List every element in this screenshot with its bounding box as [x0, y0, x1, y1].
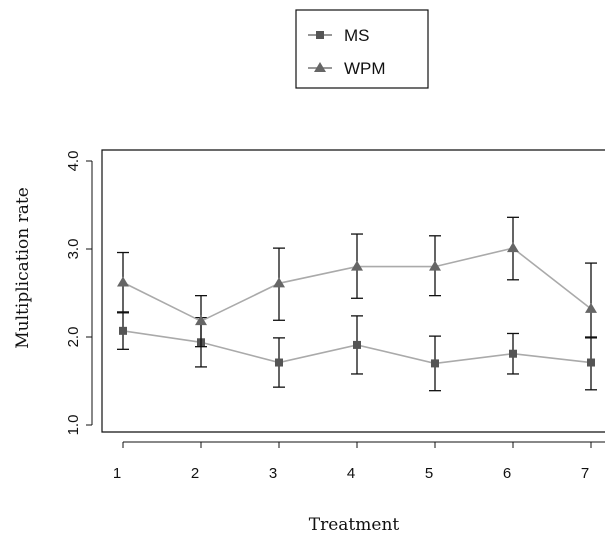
x-tick-label: 7 [581, 465, 589, 482]
series-ms [117, 311, 597, 392]
y-axis-title: Multiplication rate [13, 187, 33, 348]
legend-label: MS [344, 26, 370, 45]
y-tick-label: 2.0 [65, 327, 82, 348]
data-point [119, 326, 127, 335]
y-tick-label: 4.0 [65, 151, 82, 172]
x-tick-label: 5 [425, 465, 433, 482]
data-point [195, 315, 207, 326]
legend-marker [316, 31, 324, 39]
y-tick-label: 3.0 [65, 239, 82, 260]
data-point [117, 276, 129, 287]
x-tick-label: 4 [347, 465, 355, 482]
x-axis-title: Treatment [309, 515, 400, 534]
data-point [431, 359, 439, 368]
plot-area: 1.0 2.0 3.0 4.0 1 2 3 4 5 6 7 [65, 149, 605, 482]
x-tick-label: 3 [269, 465, 277, 482]
data-point [587, 358, 595, 367]
data-point [353, 340, 361, 349]
legend-marker [314, 62, 326, 72]
y-tick-label: 1.0 [65, 415, 82, 436]
data-point [509, 349, 517, 358]
legend-box [295, 9, 429, 89]
data-point [273, 277, 285, 288]
x-tick-label: 2 [191, 465, 199, 482]
plot-frame [101, 149, 605, 433]
data-point [585, 302, 597, 313]
x-tick-label: 1 [113, 465, 121, 482]
data-point [351, 260, 363, 271]
data-point [429, 260, 441, 271]
legend: MS WPM [295, 9, 429, 89]
legend-label: WPM [344, 59, 386, 78]
data-point [507, 242, 519, 253]
series-wpm [117, 216, 597, 348]
data-point [275, 358, 283, 367]
x-tick-label: 6 [503, 465, 511, 482]
